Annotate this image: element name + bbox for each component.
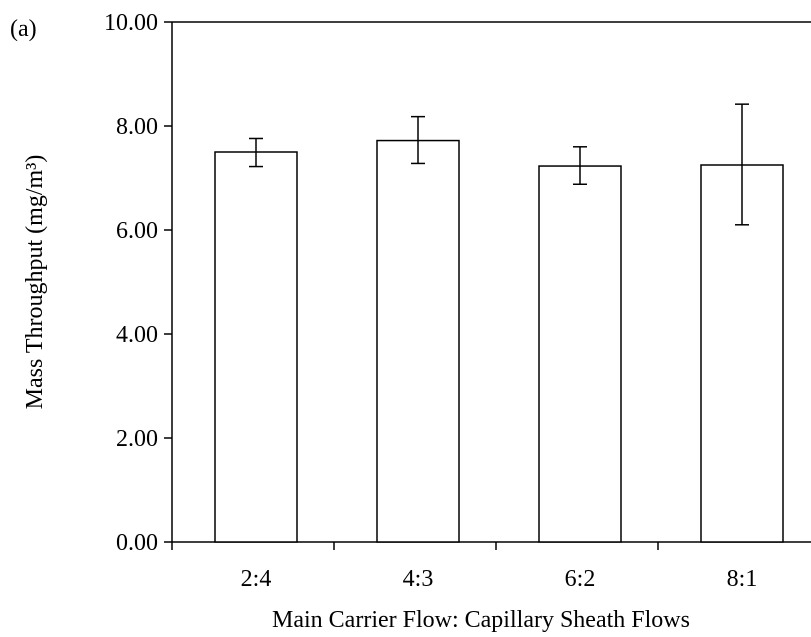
x-tick-labels: 2:4 4:3 6:2 8:1	[241, 566, 758, 592]
y-tick-label: 4.00	[116, 322, 158, 348]
x-tick-label: 2:4	[241, 566, 272, 592]
error-bars	[249, 103, 749, 226]
x-tick-label: 4:3	[403, 566, 434, 592]
y-tick-label: 8.00	[116, 114, 158, 140]
bars	[214, 139, 784, 543]
bar-8:1	[700, 164, 784, 543]
x-tick-label: 8:1	[727, 566, 758, 592]
x-ticks	[171, 542, 659, 550]
bar-2:4	[214, 151, 298, 543]
y-axis-title: Mass Throughput (mg/m³)	[22, 155, 48, 410]
bar-6:2	[538, 165, 622, 543]
panel-label: (a)	[10, 16, 37, 42]
y-ticks: 0.00 2.00 4.00 6.00 8.00 10.00	[104, 10, 172, 556]
x-axis-title: Main Carrier Flow: Capillary Sheath Flow…	[272, 607, 690, 633]
y-tick-label: 2.00	[116, 426, 158, 452]
y-tick-label: 10.00	[104, 10, 158, 36]
bar-4:3	[376, 139, 460, 543]
y-tick-label: 0.00	[116, 530, 158, 556]
x-tick-label: 6:2	[565, 566, 596, 592]
y-tick-label: 6.00	[116, 218, 158, 244]
